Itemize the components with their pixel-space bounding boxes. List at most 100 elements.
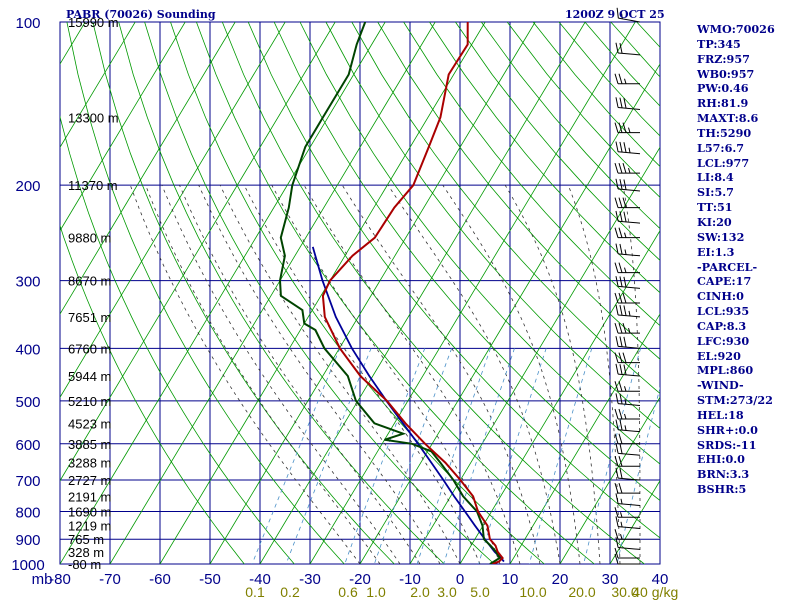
wind-barb-half-flag [620,512,623,518]
height-label: 9880 m [68,231,111,246]
wind-barb-flag [618,381,623,392]
wind-barb-flag [614,433,619,444]
height-label: 7651 m [68,310,111,325]
pressure-tick-label: 300 [15,274,40,291]
wind-barb [614,73,640,85]
wind-barbs [614,7,641,565]
temperature-tick-label: -10 [399,571,421,588]
mixing-ratio-line [528,348,593,564]
dry-adiabat-line [196,22,595,564]
dry-adiabat-line [325,22,660,429]
mixing-ratio-label: 2.0 [410,584,430,600]
wind-barb-flag [615,537,619,548]
isotherm-line [509,313,660,564]
isotherm-line [60,22,186,232]
mixing-ratio-line [443,348,515,564]
wind-barb-flag [615,210,619,222]
wind-barb-flag [622,322,627,334]
isotherm-line [109,22,436,564]
moist-adiabat-line [129,185,361,564]
wind-barb-flag [622,122,627,133]
wind-barb-flag [619,276,623,287]
wind-barb-flag [615,42,619,54]
dry-adiabat-line [221,22,645,564]
height-label: 13300 m [68,110,119,125]
wind-barb [615,467,641,481]
temperature-tick-label: 0 [456,571,464,588]
temperature-tick-label: -70 [99,571,121,588]
temperature-tick-label: 20 [552,571,569,588]
stat-line: -WIND- [697,378,744,393]
wind-barb [614,292,640,304]
mixing-ratio-line [285,348,372,564]
wind-barb-flag [614,322,619,334]
stat-line: LFC:930 [697,333,750,348]
mixing-ratio-line [416,348,491,564]
height-label: 1690 m [68,504,111,519]
dewpoint-trace [278,22,501,564]
dry-adiabat-line [299,22,660,465]
wind-barb-flag [623,97,627,109]
stat-line: TT:51 [697,200,733,215]
height-label: 15990 m [68,15,119,30]
temperature-tick-label: -20 [349,571,371,588]
stat-line: EHI:0.0 [697,452,745,467]
wind-barb-half-flag [624,386,627,392]
wind-barb-flag [618,482,623,494]
isotherm-line [409,146,660,564]
temperature-tick-label: -30 [299,571,321,588]
wind-barb-flag [618,322,623,334]
wind-barb-flag [615,243,619,254]
moist-adiabat-line [219,185,461,564]
wind-barb [614,553,640,565]
dry-adiabat-line [351,22,660,394]
wind-barb-half-flag [620,498,623,505]
sounding-title: PABR (70026) Sounding [66,8,216,21]
wind-barb [615,336,641,349]
height-label: 4523 m [68,416,111,431]
wind-barb-flag [618,456,623,467]
mixing-ratio-label: 3.0 [437,584,457,600]
wind-barb-flag [619,211,623,222]
wind-barb-flag [614,408,619,420]
wind-barb [614,547,640,559]
stat-line: RH:81.9 [697,96,749,111]
height-label: 2191 m [68,489,111,504]
temperature-tick-label: -40 [249,571,271,588]
wind-barb-flag [623,364,627,375]
wind-barb-flag [619,364,623,375]
wind-barb-flag [614,547,619,559]
pressure-tick-label: 400 [15,341,40,358]
wind-barb-flag [622,197,627,208]
stat-line: SHR+:0.0 [697,422,758,437]
wind-barb-half-flag [624,425,627,431]
wind-barb-flag [619,419,623,431]
wind-barb [614,408,640,420]
wind-barb [614,162,640,174]
isotherm-line [359,63,660,564]
wind-barb-flag [615,336,619,347]
moist-adiabat-line [243,185,481,564]
wind-barb-flag [614,227,619,238]
wind-barb-half-flag [624,249,627,255]
y-axis-unit-label: mb [32,571,53,588]
isotherm-line [159,22,486,564]
wind-barb [615,276,641,289]
wind-barb-flag [618,227,623,238]
height-label: 1219 m [68,519,111,534]
pressure-tick-label: 900 [15,532,40,549]
temperature-tick-label: -50 [199,571,221,588]
wind-barb-flag [619,141,623,153]
wind-barb-half-flag [628,327,631,334]
isotherm-line [60,22,236,315]
wind-barb-flag [615,178,619,190]
isotherm-line [309,22,636,564]
height-label: 6760 m [68,341,111,356]
stat-line: BRN:3.3 [697,467,750,482]
moist-adiabat-line [303,184,521,564]
mixing-ratio-label: 10.0 [519,584,546,600]
stat-line: SRDS:-11 [697,437,757,452]
wind-barb-flag [614,122,619,133]
stat-line: CINH:0 [697,289,744,304]
height-label: 3288 m [68,456,111,471]
